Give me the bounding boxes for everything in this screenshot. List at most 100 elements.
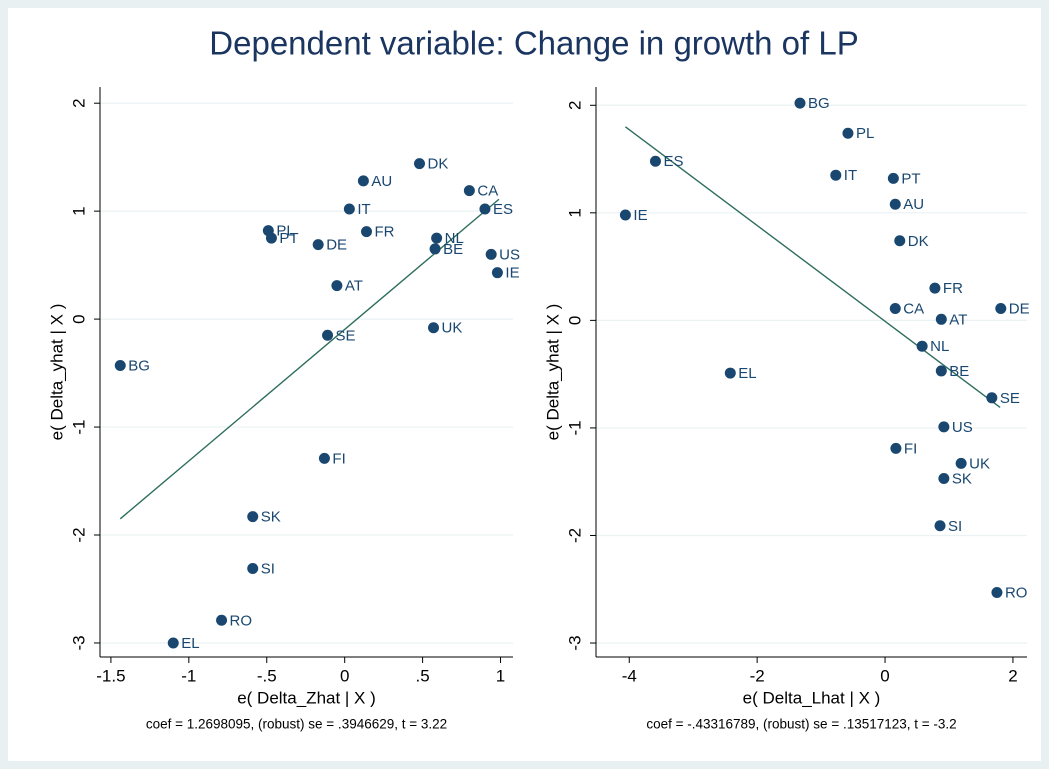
point-label: NL <box>930 338 949 355</box>
y-axis-title: e( Delta_yhat | X ) <box>47 304 66 441</box>
point-label: DE <box>1009 301 1030 318</box>
point <box>619 209 631 221</box>
y-tick-label: 2 <box>565 101 584 110</box>
point-label: IT <box>844 167 857 184</box>
y-tick-label: 0 <box>565 316 584 325</box>
point <box>247 562 259 574</box>
x-tick-label: -4 <box>622 666 637 685</box>
point-label: PT <box>279 230 298 247</box>
point-label: FR <box>943 280 963 297</box>
point-label: BE <box>443 241 463 258</box>
point <box>935 313 947 325</box>
point <box>485 248 497 260</box>
figure-title: Dependent variable: Change in growth of … <box>209 25 858 62</box>
point <box>491 267 503 279</box>
point <box>247 511 259 523</box>
x-tick-label: 1 <box>496 666 505 685</box>
point-label: DE <box>326 237 347 254</box>
x-tick-label: -1.5 <box>96 666 125 685</box>
point-label: BG <box>128 357 150 374</box>
point <box>991 586 1003 598</box>
point <box>479 203 491 215</box>
y-tick-label: 2 <box>69 98 88 107</box>
point <box>934 520 946 532</box>
point-label: DK <box>908 233 929 250</box>
point-label: SK <box>952 470 972 487</box>
point <box>794 97 806 109</box>
y-tick-label: -1 <box>69 419 88 434</box>
point-label: FI <box>332 450 345 467</box>
point <box>938 421 950 433</box>
point <box>986 392 998 404</box>
point-label: ES <box>493 201 513 218</box>
point-label: CA <box>477 183 498 200</box>
point <box>935 365 947 377</box>
point <box>167 637 179 649</box>
point-label: US <box>952 419 973 436</box>
point <box>114 360 126 372</box>
point <box>312 239 324 251</box>
point-label: RO <box>1005 584 1027 601</box>
x-tick-label: 0 <box>880 666 889 685</box>
point-label: AU <box>371 173 392 190</box>
point <box>322 329 334 341</box>
point-label: AT <box>345 278 363 295</box>
point-label: CA <box>903 301 924 318</box>
y-tick-label: 1 <box>565 208 584 217</box>
point <box>343 203 355 215</box>
y-tick-label: -2 <box>565 528 584 543</box>
point <box>842 127 854 139</box>
note: coef = -.43316789, (robust) se = .135171… <box>646 717 956 732</box>
point <box>894 235 906 247</box>
point-label: NL <box>445 230 464 247</box>
point <box>357 175 369 187</box>
point-label: PT <box>901 170 920 187</box>
point-label: SI <box>948 518 962 535</box>
x-tick-label: 0 <box>340 666 349 685</box>
point <box>995 303 1007 315</box>
point <box>724 367 736 379</box>
point-label: RO <box>230 612 253 629</box>
point <box>938 472 950 484</box>
point <box>955 457 967 469</box>
point-label: DK <box>427 156 448 173</box>
point-label: EL <box>181 635 199 652</box>
point <box>429 243 441 255</box>
point <box>463 185 475 197</box>
point <box>361 226 373 238</box>
x-tick-label: -2 <box>750 666 765 685</box>
point-label: SE <box>336 327 356 344</box>
point <box>216 614 228 626</box>
y-tick-label: 1 <box>69 206 88 215</box>
point-label: AU <box>903 196 924 213</box>
point-label: BE <box>949 363 969 380</box>
point-label: BG <box>808 95 830 112</box>
y-axis-title: e( Delta_yhat | X ) <box>543 304 562 441</box>
point <box>265 232 277 244</box>
x-tick-label: .5 <box>416 666 430 685</box>
x-tick-label: 2 <box>1008 666 1017 685</box>
point-label: FI <box>904 440 917 457</box>
point-label: EL <box>738 365 756 382</box>
point-label: IE <box>633 207 647 224</box>
point-label: US <box>499 246 520 263</box>
point-label: IE <box>505 265 519 282</box>
y-tick-label: -1 <box>565 420 584 435</box>
point-label: FR <box>375 224 395 241</box>
point <box>830 169 842 181</box>
x-axis-title: e( Delta_Lhat | X ) <box>743 688 881 707</box>
point-label: SE <box>1000 390 1020 407</box>
point <box>889 198 901 210</box>
point <box>428 322 440 334</box>
y-tick-label: -3 <box>69 635 88 650</box>
point <box>431 232 443 244</box>
point <box>890 442 902 454</box>
point <box>331 280 343 292</box>
y-tick-label: -2 <box>69 527 88 542</box>
point-label: UK <box>969 455 990 472</box>
point-label: UK <box>442 320 463 337</box>
y-tick-label: 0 <box>69 314 88 323</box>
point <box>649 155 661 167</box>
point-label: PL <box>856 125 874 142</box>
graph-region <box>8 8 1041 761</box>
